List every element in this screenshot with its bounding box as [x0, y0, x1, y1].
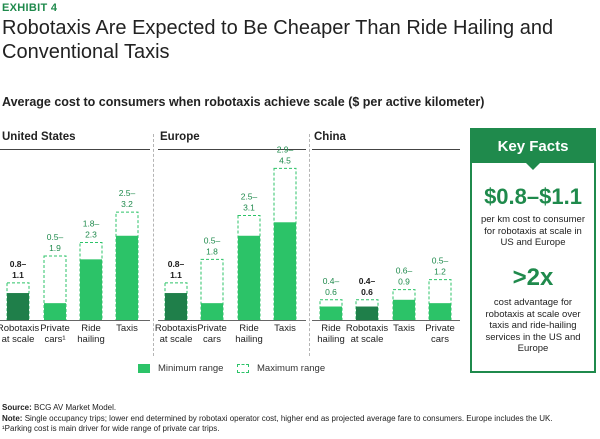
source-line: Source: BCG AV Market Model. [2, 403, 598, 414]
legend-maximum-label: Maximum range [257, 363, 326, 374]
bar-value-label: 0.5– [204, 235, 221, 245]
category-label: Private cars [197, 323, 227, 345]
bar-value-label: 0.6 [325, 287, 337, 297]
bar-value-label: 2.9– [277, 144, 294, 154]
bar-value-label: 1.8 [206, 246, 218, 256]
region-underline-europe [158, 149, 306, 150]
bar-value-label: 4.5 [279, 155, 291, 165]
bar-min-range [274, 222, 296, 320]
bar-value-label: 0.9 [398, 277, 410, 287]
source-text: BCG AV Market Model. [34, 403, 117, 412]
bar-value-label: 0.5– [432, 256, 449, 266]
region-label-europe: Europe [160, 131, 200, 143]
bar-value-label: 0.4– [359, 276, 376, 286]
source-notes: Source: BCG AV Market Model. Note: Singl… [2, 403, 598, 435]
bar-value-label: 1.9 [49, 243, 61, 253]
bar-value-label: 2.5– [119, 188, 136, 198]
region-underline-us [0, 149, 150, 150]
bar-max-range [200, 258, 224, 321]
key-facts-panel: Key Facts $0.8–$1.1 per km cost to consu… [470, 128, 596, 373]
bar-min-range [393, 299, 415, 320]
note-label: Note: [2, 413, 23, 423]
bar-value-label: 2.3 [85, 230, 97, 240]
bar-min-range [7, 293, 29, 320]
bar-value-label: 2.5– [241, 192, 258, 202]
legend-swatch-solid [138, 364, 150, 373]
bar-min-range [116, 235, 138, 320]
region-label-us: United States [2, 131, 76, 143]
bar-value-label: 0.4– [323, 276, 340, 286]
bar-value-label: 3.1 [243, 203, 255, 213]
key-fact-advantage-text: cost advantage for robotaxis at scale ov… [485, 297, 581, 354]
bar-value-label: 1.8– [83, 219, 100, 229]
bar-value-label: 1.1 [170, 270, 182, 280]
bar-value-label: 0.5– [47, 232, 64, 242]
category-label: Taxis [393, 323, 415, 334]
category-label: Private cars¹ [40, 323, 70, 345]
page-title: Robotaxis Are Expected to Be Cheaper Tha… [2, 17, 554, 63]
footnote: ¹Parking cost is main driver for wide ra… [2, 424, 220, 433]
bar-min-range [80, 259, 102, 320]
chart-subtitle: Average cost to consumers when robotaxis… [2, 95, 485, 109]
bar-value-label: 0.6– [396, 266, 413, 276]
legend-maximum: Maximum range [237, 363, 325, 374]
source-label: Source: [2, 403, 32, 412]
bar-value-label: 1.2 [434, 267, 446, 277]
key-facts-pointer [526, 163, 540, 170]
category-label: Robotaxis at scale [154, 323, 198, 345]
key-fact-cost-value: $0.8–$1.1 [484, 184, 582, 209]
bar-min-range [201, 303, 223, 320]
bar-value-label: 0.8– [10, 259, 27, 269]
exhibit-label: EXHIBIT 4 [2, 2, 58, 14]
category-label: Ride hailing [77, 323, 105, 345]
category-label: Private cars [425, 323, 455, 345]
bar-chart: 0.8–1.10.5–1.91.8–2.32.5–3.20.8–1.10.5–1… [0, 144, 460, 321]
key-fact-advantage-value: >2x [512, 264, 554, 291]
region-divider [153, 134, 154, 356]
legend-swatch-dashed [237, 364, 249, 373]
region-underline-china [312, 149, 460, 150]
note-line: Note: Single occupancy trips; lower end … [2, 414, 598, 425]
category-label: Robotaxis at scale [0, 323, 40, 345]
key-facts-heading: Key Facts [472, 130, 594, 163]
category-label: Ride hailing [317, 323, 345, 345]
category-label: Taxis [116, 323, 138, 334]
legend-minimum: Minimum range [138, 363, 223, 374]
note-text: Single occupancy trips; lower end determ… [24, 413, 553, 423]
bar-min-range [320, 306, 342, 320]
region-divider [309, 134, 310, 356]
bar-min-range [238, 235, 260, 320]
legend-minimum-label: Minimum range [158, 363, 224, 374]
category-label: Taxis [274, 323, 296, 334]
region-label-china: China [314, 131, 346, 143]
bar-min-range [165, 293, 187, 320]
bar-value-label: 0.8– [168, 259, 185, 269]
bar-value-label: 1.1 [12, 270, 24, 280]
bar-min-range [44, 303, 66, 320]
bar-min-range [356, 306, 378, 320]
key-fact-cost-text: per km cost to consumer for robotaxis at… [480, 214, 585, 248]
category-label: Ride hailing [235, 323, 263, 345]
bar-max-range [428, 279, 452, 321]
bar-value-label: 0.6 [361, 287, 373, 297]
bar-min-range [429, 303, 451, 320]
bar-value-label: 3.2 [121, 199, 133, 209]
category-label: Robotaxis at scale [345, 323, 389, 345]
